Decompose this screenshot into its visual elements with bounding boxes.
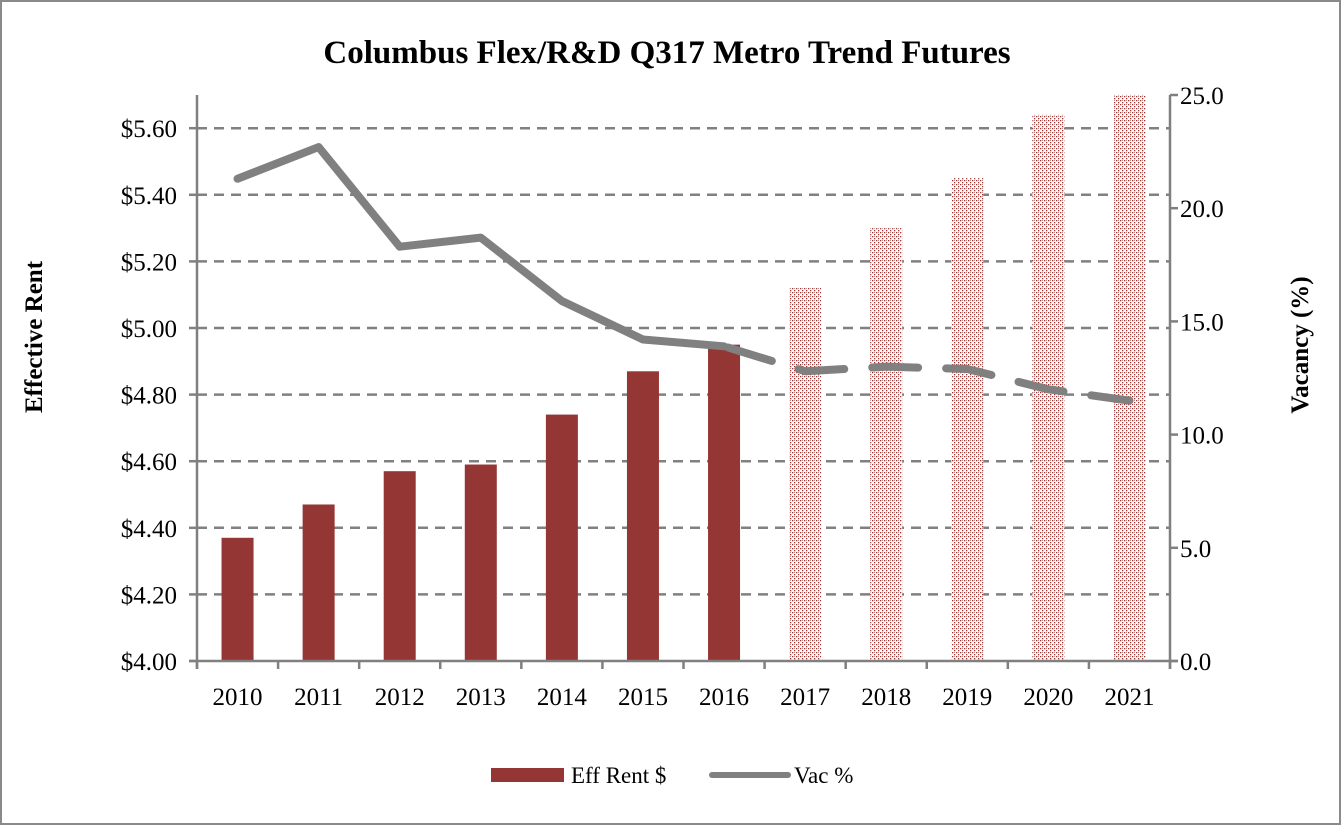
- x-tick-label: 2020: [1023, 684, 1073, 711]
- bar: [545, 414, 578, 661]
- y-axis-ticks: $4.00 $4.20 $4.40 $4.60 $4.80 $5.00 $5.20 $5.40…: [121, 116, 197, 676]
- bar-forecast: [789, 288, 822, 661]
- x-tick-label: 2019: [942, 684, 992, 711]
- bar-series: [221, 94, 1146, 661]
- y-tick-label: $4.00: [121, 649, 177, 676]
- legend-label-vac: Vac %: [794, 763, 853, 788]
- legend-swatch-eff-rent: [491, 768, 564, 782]
- gridlines: [197, 126, 1170, 596]
- bar: [464, 464, 497, 661]
- y2-tick-label: 15.0: [1180, 309, 1224, 336]
- bar-forecast: [951, 178, 984, 661]
- y-tick-label: $5.40: [121, 183, 177, 210]
- y2-tick-label: 5.0: [1180, 536, 1211, 563]
- y-tick-label: $5.60: [121, 116, 177, 143]
- x-tick-label: 2012: [375, 684, 425, 711]
- x-tick-label: 2013: [456, 684, 506, 711]
- x-tick-label: 2018: [861, 684, 911, 711]
- vacancy-line-actual: [233, 143, 729, 351]
- x-tick-label: 2011: [294, 684, 343, 711]
- bar: [221, 537, 254, 661]
- y2-tick-label: 10.0: [1180, 423, 1224, 450]
- y-tick-label: $4.60: [121, 449, 177, 476]
- x-axis-ticks: 2010 2011 2012 2013 2014 2015 2016 2017 2018 2019…: [195, 661, 1172, 711]
- bar-forecast: [1113, 94, 1146, 661]
- y2-axis-ticks: 0.0 5.0 10.0 15.0 20.0 25.0: [1170, 83, 1224, 676]
- y-tick-label: $5.00: [121, 316, 177, 343]
- y-tick-label: $4.40: [121, 516, 177, 543]
- x-tick-label: 2021: [1104, 684, 1154, 711]
- bar: [626, 371, 659, 661]
- y-axis-label: Effective Rent: [21, 260, 48, 413]
- x-tick-label: 2016: [699, 684, 749, 711]
- x-tick-label: 2010: [213, 684, 263, 711]
- x-tick-label: 2015: [618, 684, 668, 711]
- legend: Eff Rent $ Vac %: [491, 763, 853, 788]
- bar-forecast: [870, 228, 903, 661]
- bar: [383, 471, 416, 661]
- line-series: [233, 143, 1134, 405]
- vacancy-line-forecast: [720, 342, 1134, 405]
- x-tick-label: 2014: [537, 684, 588, 711]
- y2-tick-label: 25.0: [1180, 83, 1224, 110]
- bar: [302, 504, 335, 661]
- y2-tick-label: 20.0: [1180, 196, 1224, 223]
- y-tick-label: $4.80: [121, 383, 177, 410]
- x-tick-label: 2017: [780, 684, 830, 711]
- y-tick-label: $4.20: [121, 582, 177, 609]
- legend-label-eff-rent: Eff Rent $: [571, 763, 666, 788]
- chart-title: Columbus Flex/R&D Q317 Metro Trend Futur…: [323, 35, 1010, 71]
- y2-axis-label: Vacancy (%): [1287, 276, 1314, 413]
- bar: [708, 344, 741, 661]
- y2-tick-label: 0.0: [1180, 649, 1211, 676]
- y-tick-label: $5.20: [121, 249, 177, 276]
